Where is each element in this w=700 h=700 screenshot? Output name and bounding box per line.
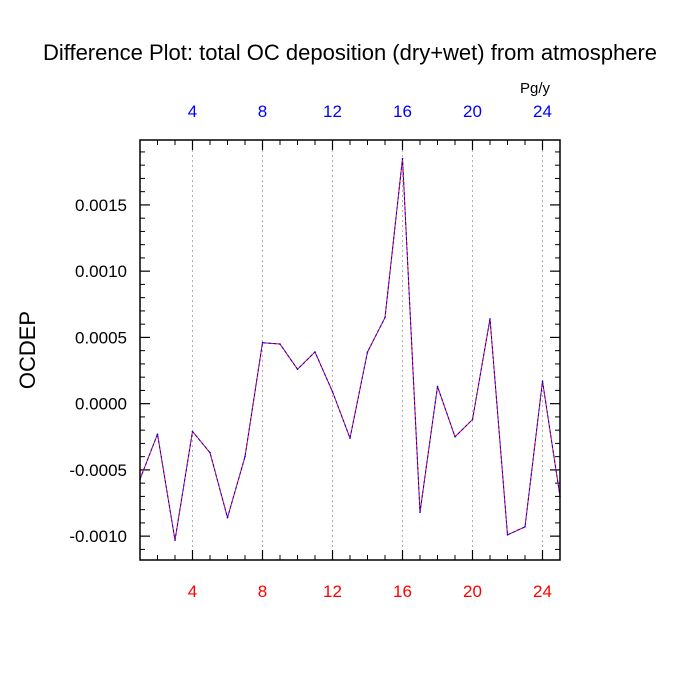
data-point xyxy=(401,157,404,160)
data-point xyxy=(489,318,491,320)
data-point xyxy=(384,316,386,319)
y-tick-label: 0.0015 xyxy=(75,196,127,215)
data-point xyxy=(506,534,509,536)
x-tick-label-bottom: 8 xyxy=(258,582,267,601)
data-point xyxy=(226,516,229,519)
data-point xyxy=(349,437,351,439)
series-line-overlay xyxy=(139,158,561,541)
data-point xyxy=(471,418,474,421)
data-point xyxy=(209,451,211,454)
series-layer xyxy=(139,157,561,541)
y-tick-label: -0.0010 xyxy=(69,527,127,546)
x-tick-label-bottom: 4 xyxy=(188,582,197,601)
x-tick-label-top: 8 xyxy=(258,102,267,121)
data-point xyxy=(541,380,544,382)
y-tick-label: 0.0010 xyxy=(75,262,127,281)
chart-title: Difference Plot: total OC deposition (dr… xyxy=(42,40,658,65)
data-point xyxy=(156,433,159,435)
x-tick-label-top: 4 xyxy=(188,102,197,121)
minor-ticks xyxy=(139,140,561,560)
x-tick-label-bottom: 16 xyxy=(393,582,412,601)
data-point xyxy=(261,341,264,344)
x-tick-label-bottom: 20 xyxy=(463,582,482,601)
plot-frame xyxy=(139,139,561,561)
data-point xyxy=(244,455,246,458)
data-point xyxy=(296,368,299,371)
data-point xyxy=(191,430,194,433)
data-point xyxy=(279,343,281,345)
x-tick-label-top: 24 xyxy=(533,102,552,121)
data-point xyxy=(524,526,526,528)
x-tick-label-top: 16 xyxy=(393,102,412,121)
data-point xyxy=(436,385,439,388)
data-point xyxy=(314,351,316,353)
data-point xyxy=(174,539,176,541)
grid-lines xyxy=(192,140,543,560)
y-tick-label: 0.0005 xyxy=(75,328,127,347)
data-point xyxy=(419,511,421,514)
data-point xyxy=(366,351,369,353)
major-ticks xyxy=(140,140,560,560)
data-point xyxy=(454,435,456,438)
x-tick-label-bottom: 12 xyxy=(323,582,342,601)
y-tick-label: -0.0005 xyxy=(69,461,127,480)
tick-labels: 4 4 8 8 12 12 16 16 20 20 24 24 -0.0010 -0.0005 0.0000… xyxy=(69,102,552,601)
y-tick-label: 0.0000 xyxy=(75,395,127,414)
series-line xyxy=(139,158,561,541)
top-axis-unit-label: Pg/y xyxy=(520,80,551,97)
x-tick-label-top: 12 xyxy=(323,102,342,121)
x-tick-label-top: 20 xyxy=(463,102,482,121)
data-point xyxy=(331,390,334,393)
x-tick-label-bottom: 24 xyxy=(533,582,552,601)
